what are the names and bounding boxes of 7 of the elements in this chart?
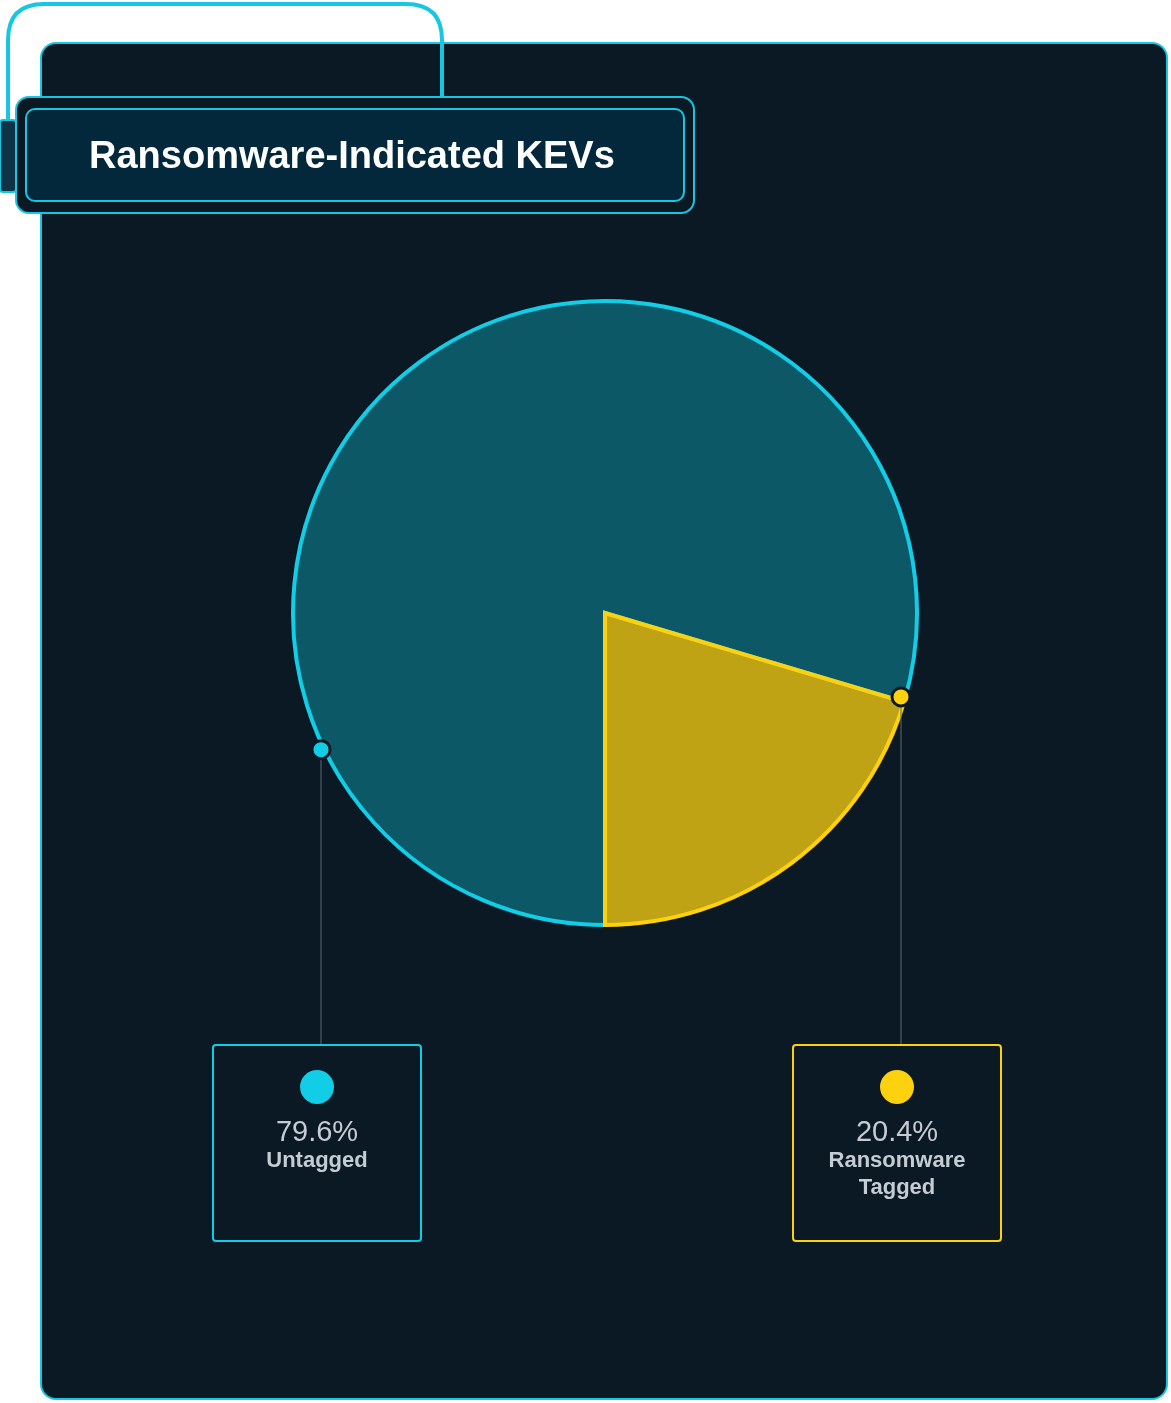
data-label: 79.6% <box>275 1115 359 1147</box>
slice-label: Ransomware Tagged <box>827 1146 967 1200</box>
data-label: 20.4% <box>855 1115 939 1147</box>
chart-title: Ransomware-Indicated KEVs <box>89 133 615 177</box>
pie-slice <box>291 299 919 927</box>
pie-slice <box>603 611 907 927</box>
slice-label: Untagged <box>265 1146 369 1173</box>
